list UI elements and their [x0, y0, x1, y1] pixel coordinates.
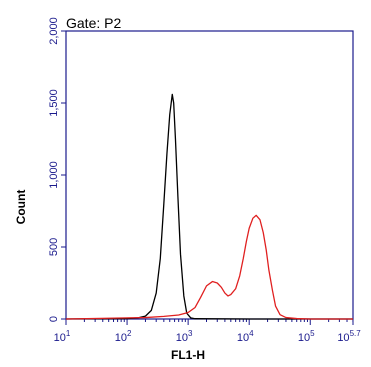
x-tick-exponent: 5.7 — [350, 329, 362, 338]
x-axis-title: FL1-H — [171, 348, 205, 362]
series-layer — [65, 93, 353, 320]
y-tick-label: 2,000 — [48, 17, 60, 45]
y-tick-label: 1,000 — [48, 161, 60, 189]
plot-frame — [65, 30, 354, 320]
control-histogram-line — [65, 93, 353, 320]
x-tick-exponent: 1 — [66, 329, 71, 338]
x-tick-exponent: 4 — [249, 329, 254, 338]
axis-ticks: 0 500 1,000 1,500 2,000 101 102 103 104 105 105.7 — [48, 17, 361, 344]
y-axis-title: Count — [14, 190, 28, 225]
y-tick-label: 1,500 — [48, 89, 60, 117]
x-tick-exponent: 5 — [310, 329, 315, 338]
stained-histogram-line — [65, 214, 353, 320]
x-tick-label: 105 — [298, 329, 315, 344]
y-tick-label: 500 — [48, 238, 60, 256]
gate-label: Gate: P2 — [66, 15, 121, 31]
x-tick-label: 104 — [237, 329, 254, 344]
x-tick-label: 105.7 — [337, 329, 361, 344]
x-tick-label: 103 — [176, 329, 193, 344]
x-tick-exponent: 3 — [188, 329, 193, 338]
y-tick-label: 0 — [48, 316, 60, 322]
x-tick-label: 102 — [115, 329, 132, 344]
x-tick-exponent: 2 — [127, 329, 132, 338]
x-tick-label: 101 — [54, 329, 71, 344]
